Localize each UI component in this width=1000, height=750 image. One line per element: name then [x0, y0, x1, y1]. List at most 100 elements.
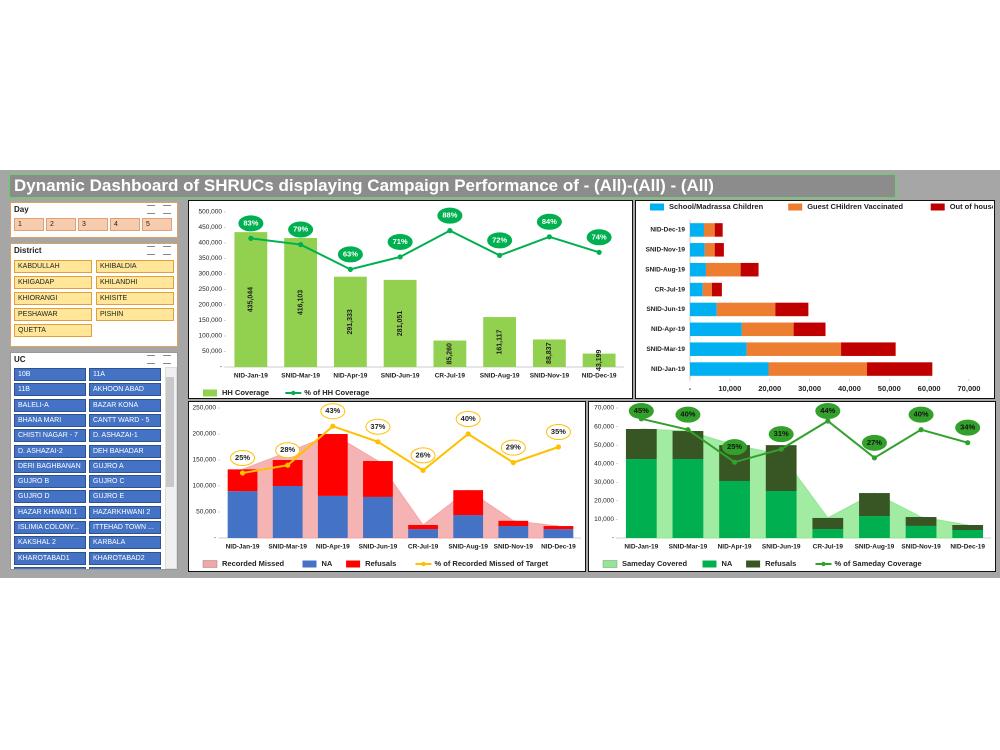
slicer-item[interactable]: 3 — [78, 218, 108, 231]
slicer: UC 10B 11A 11B AKHOON ABAD BALELI-A BAZAR KONA… — [10, 352, 178, 570]
legend-label: Out of house vaccination — [950, 202, 993, 211]
y-tick-label: 50,000 — [196, 509, 216, 516]
data-label: 43,199 — [596, 349, 603, 371]
legend-swatch — [202, 560, 218, 568]
scroll-thumb[interactable] — [166, 377, 174, 487]
slicer-item[interactable]: ITTEHAD TOWN ... — [89, 521, 161, 534]
slicer-item[interactable]: MARAD 1 — [89, 566, 161, 569]
slicer-item[interactable]: KHIGADAP — [14, 276, 92, 289]
slicer-item[interactable]: KHILANDHI — [96, 276, 174, 289]
slicer-item[interactable]: KAKSHAL 2 — [14, 536, 86, 550]
slicer-item[interactable]: PESHAWAR — [14, 308, 92, 321]
slicer-item[interactable]: KHAROTABAD2 — [89, 551, 161, 565]
slicer-item[interactable]: KHIORANGI — [14, 292, 92, 305]
data-label-bubble — [768, 426, 794, 443]
slicer-item[interactable]: DERI BAGHBANAN — [14, 459, 86, 473]
slicer-item[interactable]: BALELI-A — [14, 398, 86, 412]
y-tick-label: 150,000 — [199, 317, 223, 324]
slicer-item[interactable]: CHISTI NAGAR - 7 — [14, 429, 86, 443]
x-tick-label: SNID-Jun-19 — [359, 544, 398, 551]
bar — [363, 461, 393, 497]
data-label: 40% — [461, 414, 476, 423]
slicer-item[interactable]: BHANA MARI — [14, 413, 86, 427]
x-tick-label: NID-Apr-19 — [718, 544, 752, 551]
x-tick-label: NID-Jan-19 — [226, 544, 260, 551]
y-tick-label: NID-Jan-19 — [651, 366, 685, 373]
slicer-item[interactable]: GUJRO C — [89, 475, 161, 489]
slicer-item[interactable]: CANTT WARD - 5 — [89, 413, 161, 427]
line-marker — [871, 455, 878, 461]
legend-swatch — [203, 389, 217, 397]
slicer-item[interactable]: HAZARKHWANI 2 — [89, 505, 161, 519]
slicer-item[interactable]: QUETTA — [14, 324, 92, 337]
chart: - 50,000 100,000 150,000 200,000 250,000 NID-J… — [193, 403, 581, 568]
chart-panel: - 10,000 20,000 30,000 40,000 50,000 60,000 70,… — [588, 401, 996, 572]
bar — [672, 431, 704, 460]
slicer-item[interactable]: 10B — [14, 368, 86, 381]
slicer-item[interactable]: 5 — [142, 218, 172, 231]
slicer-item[interactable]: 11B — [14, 383, 86, 397]
bar — [433, 340, 467, 367]
line-marker — [375, 439, 381, 445]
slicer-item[interactable]: 4 — [110, 218, 140, 231]
bar — [746, 342, 842, 356]
legend-swatch — [930, 203, 945, 211]
data-label: 26% — [416, 450, 431, 459]
slicer-item[interactable]: KARBALA — [89, 536, 161, 550]
data-label-bubble — [586, 229, 612, 246]
bar — [716, 302, 776, 317]
data-label: 37% — [370, 422, 385, 431]
x-tick-label: NID-Dec-19 — [582, 373, 617, 380]
bar — [741, 322, 794, 337]
x-tick-label: SNID-Nov-19 — [901, 544, 941, 551]
x-tick-label: SNID-Nov-19 — [530, 373, 570, 380]
slicer-item[interactable]: GUJRO D — [14, 490, 86, 504]
slicer: District KABDULLAH KHIBALDIA KHIGADAP KHILAN… — [10, 243, 178, 347]
line-marker — [778, 446, 784, 452]
slicer-item[interactable]: D. ASHAZAI-2 — [14, 444, 86, 458]
slicer-item[interactable]: HAZAR KHWANI 1 — [14, 505, 86, 519]
x-tick-label: SNID-Jun-19 — [381, 373, 420, 380]
bar — [317, 495, 348, 538]
legend-swatch — [702, 560, 717, 568]
clear-filter-icon[interactable] — [163, 205, 171, 214]
bar — [543, 529, 574, 538]
multi-select-icon[interactable] — [147, 246, 155, 255]
x-tick-label: CR-Jul-19 — [813, 544, 844, 551]
slicer-item[interactable]: KHIBALDIA — [96, 260, 174, 273]
slicer-item[interactable]: GUJRO A — [89, 459, 161, 473]
bar — [859, 493, 890, 517]
slicer-item[interactable]: AKHOON ABAD — [89, 383, 161, 397]
slicer-item[interactable]: KHAROTABAD1 — [14, 551, 86, 565]
slicer-item[interactable]: LANDI ARBAB — [14, 566, 86, 569]
legend-swatch — [650, 203, 664, 211]
bar — [690, 243, 705, 257]
slicer-item[interactable]: 1 — [14, 218, 44, 231]
slicer-item[interactable]: GUJRO B — [14, 475, 86, 489]
y-tick-label: 250,000 — [193, 405, 217, 412]
clear-filter-icon[interactable] — [163, 355, 171, 364]
legend-swatch — [821, 561, 826, 567]
clear-filter-icon[interactable] — [163, 246, 171, 255]
slicer-item[interactable]: 2 — [46, 218, 76, 231]
multi-select-icon[interactable] — [147, 355, 155, 364]
slicer-item[interactable]: KABDULLAH — [14, 260, 92, 273]
multi-select-icon[interactable] — [147, 205, 155, 214]
y-tick-label: 400,000 — [199, 240, 223, 247]
slicer-item[interactable]: BAZAR KONA — [89, 398, 161, 412]
slicer-title: Day — [14, 205, 29, 214]
data-label: 435,044 — [248, 287, 255, 312]
slicer-item[interactable]: 11A — [89, 368, 161, 381]
dashboard-title: Dynamic Dashboard of SHRUCs displaying C… — [8, 173, 897, 199]
legend-swatch — [602, 560, 618, 568]
line-marker — [347, 266, 353, 272]
slicer-item[interactable]: DEH BAHADAR — [89, 444, 161, 458]
y-tick-label: SNID-Mar-19 — [646, 346, 685, 353]
slicer-item[interactable]: GUJRO E — [89, 490, 161, 504]
slicer-item[interactable]: PISHIN — [96, 308, 174, 321]
data-label: 40% — [914, 410, 929, 419]
slicer-item[interactable]: KHISITE — [96, 292, 174, 305]
slicer-item[interactable]: ISLIMIA COLONY... — [14, 521, 86, 534]
slicer-item[interactable]: D. ASHAZAI-1 — [89, 429, 161, 443]
